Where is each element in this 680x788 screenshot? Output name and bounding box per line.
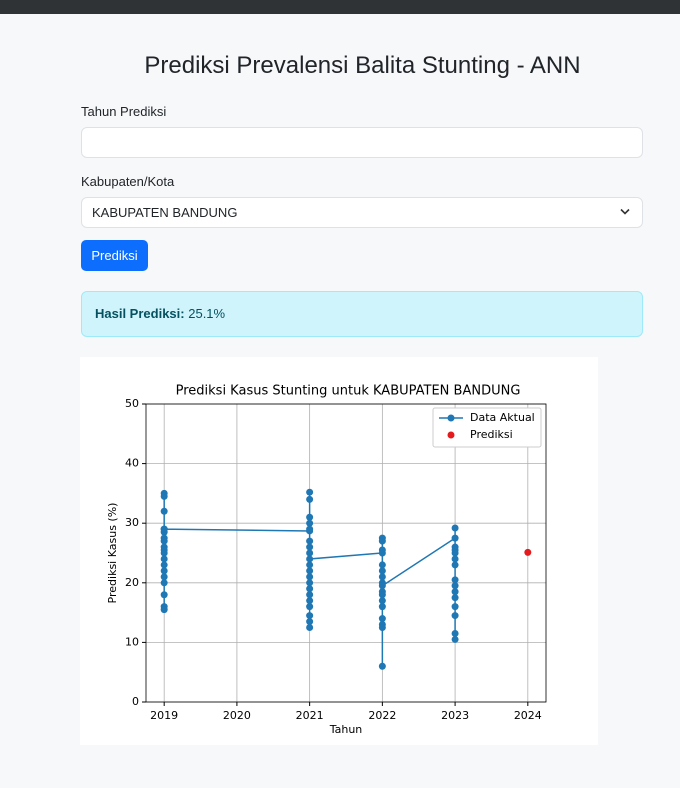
- data-point: [306, 612, 314, 620]
- data-point: [451, 629, 459, 637]
- x-tick-label: 2020: [223, 709, 251, 722]
- legend-marker: [447, 414, 455, 422]
- data-point: [451, 576, 459, 584]
- predict-button[interactable]: Prediksi: [81, 240, 148, 271]
- data-point: [451, 555, 459, 563]
- data-point: [306, 597, 314, 605]
- chart: Prediksi Kasus Stunting untuk KABUPATEN …: [80, 357, 598, 745]
- y-tick-label: 20: [125, 576, 139, 589]
- data-point: [306, 543, 314, 551]
- y-tick-label: 10: [125, 635, 139, 648]
- y-axis-label: Prediksi Kasus (%): [106, 503, 119, 604]
- data-point: [451, 561, 459, 569]
- data-point: [306, 567, 314, 575]
- data-point: [306, 519, 314, 527]
- x-tick-label: 2024: [514, 709, 542, 722]
- chevron: [620, 208, 630, 215]
- y-tick-label: 0: [132, 695, 139, 708]
- prediction-point: [524, 548, 532, 556]
- plot-frame: [145, 403, 547, 703]
- data-point: [451, 603, 459, 611]
- data-point: [160, 492, 168, 500]
- data-point: [306, 495, 314, 503]
- region-value: KABUPATEN BANDUNG: [92, 205, 238, 220]
- y-tick-label: 30: [125, 516, 139, 529]
- data-point: [378, 597, 386, 605]
- data-point: [306, 525, 314, 533]
- data-point: [306, 555, 314, 563]
- data-point: [378, 573, 386, 581]
- data-point: [306, 618, 314, 626]
- top-bar: [0, 0, 680, 14]
- data-point: [160, 555, 168, 563]
- year-label: Tahun Prediksi: [81, 104, 167, 119]
- data-point: [160, 525, 168, 533]
- x-tick-label: 2021: [296, 709, 324, 722]
- data-point: [306, 603, 314, 611]
- data-point: [378, 537, 386, 545]
- data-point: [451, 594, 459, 602]
- y-tick-label: 40: [125, 457, 139, 470]
- data-point: [378, 546, 386, 554]
- data-point: [160, 573, 168, 581]
- data-point: [160, 537, 168, 545]
- region-label: Kabupaten/Kota: [81, 174, 175, 189]
- data-point: [451, 635, 459, 643]
- data-point: [306, 513, 314, 521]
- legend-label: Prediksi: [470, 428, 513, 441]
- data-point: [306, 624, 314, 631]
- data-point: [160, 561, 168, 569]
- legend-label: Data Aktual: [470, 411, 535, 424]
- y-tick-label: 50: [125, 397, 139, 410]
- x-tick-label: 2022: [368, 709, 396, 722]
- page-title: Prediksi Prevalensi Balita Stunting - AN…: [144, 52, 581, 79]
- data-point: [306, 549, 314, 557]
- data-point: [378, 624, 386, 631]
- data-point: [451, 549, 459, 557]
- data-point: [306, 488, 314, 496]
- legend-marker: [447, 431, 455, 439]
- result-alert: Hasil Prediksi: 25.1%: [81, 291, 643, 337]
- data-point: [378, 582, 386, 590]
- data-point: [451, 582, 459, 590]
- data-point: [160, 507, 168, 515]
- data-point: [451, 534, 459, 542]
- year-input[interactable]: [81, 127, 643, 158]
- x-tick-label: 2023: [441, 709, 469, 722]
- data-point: [306, 579, 314, 587]
- data-point: [451, 612, 459, 620]
- data-point: [451, 524, 459, 532]
- data-point: [378, 615, 386, 623]
- data-point: [306, 561, 314, 569]
- x-tick-label: 2019: [150, 709, 178, 722]
- x-axis-label: Tahun: [329, 723, 363, 736]
- data-point: [451, 588, 459, 596]
- data-point: [160, 591, 168, 599]
- data-point: [378, 591, 386, 599]
- data-point: [378, 561, 386, 569]
- data-point: [306, 585, 314, 593]
- data-point: [378, 567, 386, 575]
- data-point: [160, 549, 168, 557]
- data-point: [160, 567, 168, 575]
- data-point: [378, 603, 386, 611]
- data-point: [160, 579, 168, 587]
- chart-title: Prediksi Kasus Stunting untuk KABUPATEN …: [176, 384, 521, 399]
- data-point: [378, 662, 386, 670]
- region-select[interactable]: KABUPATEN BANDUNG: [81, 197, 643, 228]
- data-point: [306, 573, 314, 581]
- data-point: [306, 591, 314, 599]
- result-value: 25.1%: [188, 306, 226, 321]
- result-label: Hasil Prediksi:: [95, 306, 185, 321]
- data-point: [306, 537, 314, 545]
- data-point: [160, 606, 168, 614]
